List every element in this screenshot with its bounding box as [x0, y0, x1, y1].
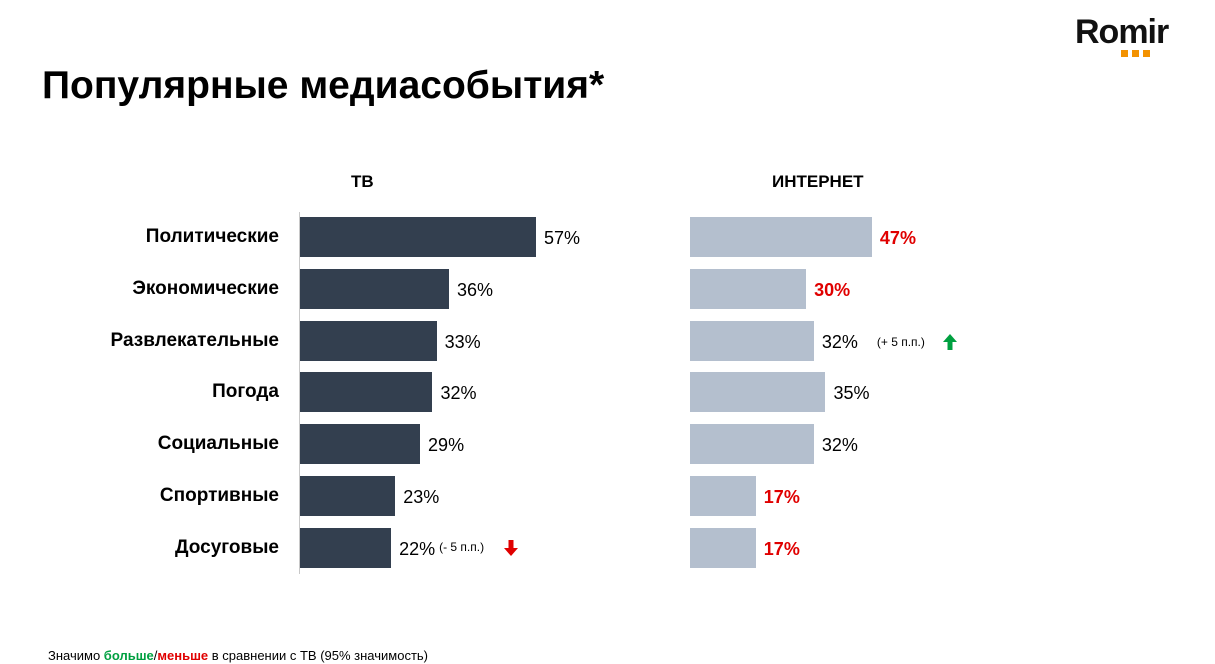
category-label: Социальные	[157, 433, 279, 454]
tv-bar	[300, 217, 536, 257]
tv-bar	[300, 321, 437, 361]
footnote-higher: больше	[103, 648, 154, 663]
internet-value-label: 17%	[763, 539, 800, 559]
category-label: Развлекательные	[110, 330, 279, 351]
tv-bar	[300, 269, 450, 309]
tv-bar	[300, 528, 392, 568]
tv-value-label: 36%	[457, 280, 494, 300]
category-label: Погода	[212, 381, 279, 402]
footnote-slash: /	[153, 648, 158, 663]
footnote-lower: меньше	[157, 648, 209, 663]
footnote-suffix: в сравнении с ТВ (95% значимость)	[208, 648, 429, 663]
arrow-up-icon	[942, 334, 957, 350]
tv-bar	[300, 424, 421, 464]
internet-bar	[690, 424, 814, 464]
internet-value-label: 17%	[763, 487, 800, 507]
internet-bar	[690, 528, 756, 568]
logo-dot	[1121, 50, 1128, 57]
tv-value-label: 22%	[399, 539, 436, 559]
internet-value-label: 35%	[833, 383, 870, 403]
internet-value-label: 47%	[879, 228, 916, 248]
internet-change-note: (+ 5 п.п.)	[876, 335, 925, 349]
logo-dot	[1132, 50, 1139, 57]
internet-panel-title: ИНТЕРНЕТ	[772, 172, 864, 191]
internet-bar	[690, 372, 826, 412]
footnote-prefix: Значимо	[48, 648, 104, 663]
internet-value-label: 32%	[821, 332, 858, 352]
internet-bar	[690, 321, 814, 361]
romir-logo: Romir	[1075, 14, 1185, 59]
logo-text: Romir	[1075, 13, 1169, 51]
logo-dots	[1121, 50, 1150, 57]
internet-value-label: 30%	[814, 280, 851, 300]
internet-bar	[690, 476, 756, 516]
tv-value-label: 57%	[543, 228, 580, 248]
significance-footnote: Значимо больше/меньше в сравнении с ТВ (…	[48, 648, 428, 664]
tv-panel-title: ТВ	[351, 172, 374, 191]
internet-bar	[690, 217, 872, 257]
arrow-down-icon	[504, 540, 519, 556]
tv-value-label: 29%	[428, 435, 465, 455]
tv-axis-line	[299, 212, 300, 574]
tv-value-label: 32%	[440, 383, 477, 403]
internet-bar	[690, 269, 807, 309]
category-label: Спортивные	[159, 485, 279, 506]
tv-value-label: 23%	[403, 487, 440, 507]
category-label: Политические	[145, 226, 279, 247]
tv-bar	[300, 372, 433, 412]
logo-dot	[1143, 50, 1150, 57]
internet-value-label: 32%	[821, 435, 858, 455]
category-label: Досуговые	[175, 537, 279, 558]
page-title: Популярные медиасобытия*	[42, 64, 605, 107]
tv-change-note: (- 5 п.п.)	[439, 540, 485, 554]
tv-value-label: 33%	[444, 332, 481, 352]
tv-bar	[300, 476, 396, 516]
category-label: Экономические	[132, 278, 279, 299]
